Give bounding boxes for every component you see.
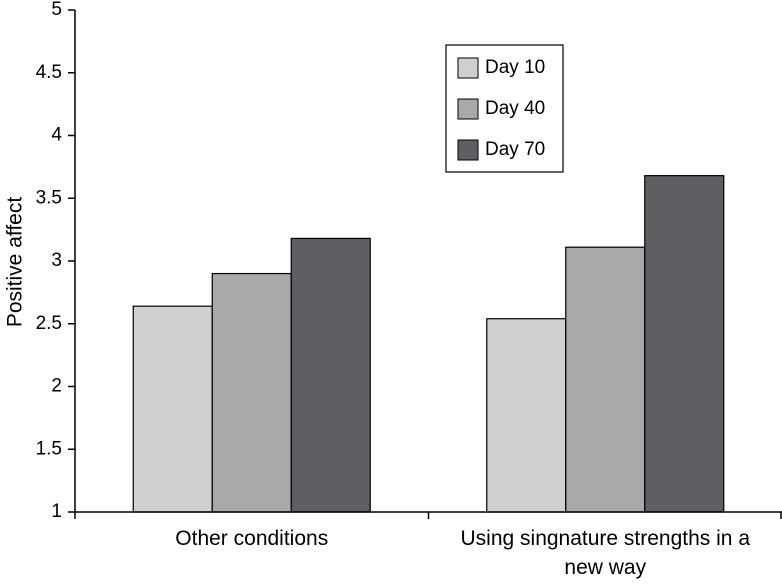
legend-label: Day 10 [485,57,545,78]
x-tick-label: Other conditions [175,527,329,550]
legend-swatch [457,139,479,161]
y-tick-label: 4 [51,125,62,146]
y-axis-label: Positive affect [4,197,27,328]
bar [132,305,213,513]
x-tick-label: Using singnature strengths in a new way [460,527,751,579]
y-tick-label: 3.5 [36,187,62,208]
y-tick-label: 5 [51,0,62,20]
bar [486,318,567,513]
bar [211,272,292,513]
y-tick-label: 2 [51,376,62,397]
legend-swatch [457,57,479,79]
legend-swatch [457,98,479,120]
legend-label: Day 40 [485,98,545,119]
bar [290,237,371,513]
bar [644,175,725,513]
y-tick-label: 1.5 [36,438,62,459]
y-tick-label: 4.5 [36,62,62,83]
y-tick-label: 1 [51,501,62,522]
bar [565,246,646,513]
y-tick-label: 2.5 [36,313,62,334]
legend-label: Day 70 [485,139,545,160]
y-tick-label: 3 [51,250,62,271]
